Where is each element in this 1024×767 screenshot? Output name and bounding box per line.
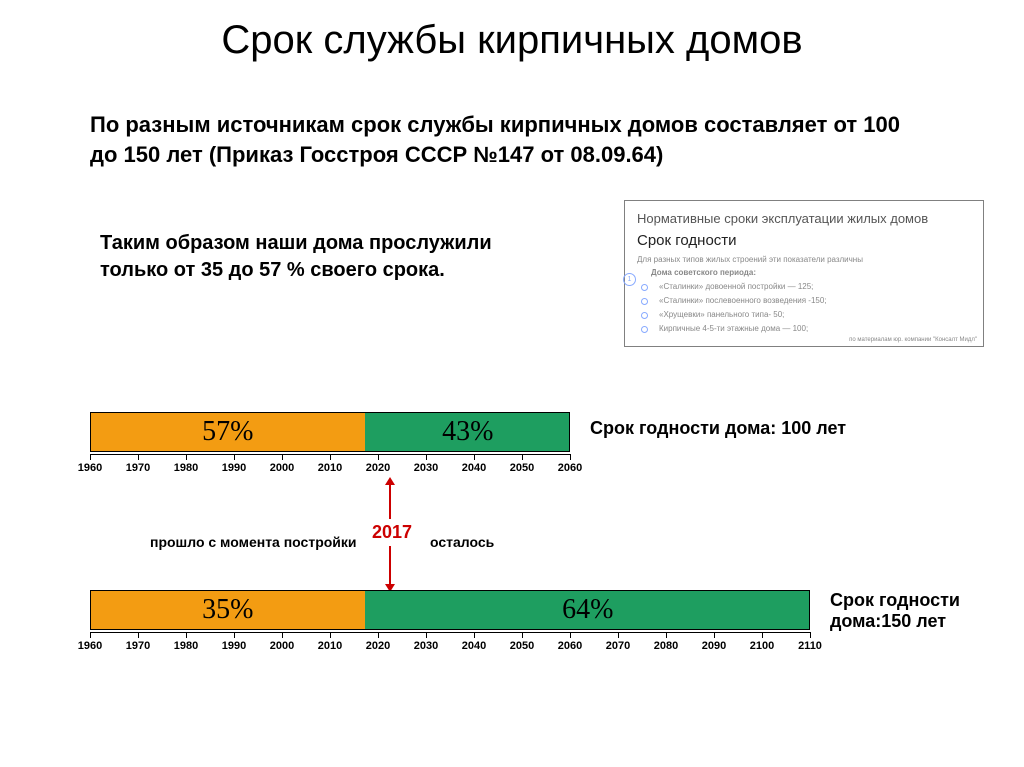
timeline-axis: 1960197019801990200020102020203020402050…	[90, 454, 570, 476]
axis-tick	[282, 632, 283, 638]
axis-tick-label: 2090	[702, 640, 726, 652]
segment-remaining: 64%	[365, 591, 810, 629]
axis-tick	[570, 454, 571, 460]
axis-tick	[138, 632, 139, 638]
axis-tick	[474, 454, 475, 460]
infobox-title: Нормативные сроки эксплуатации жилых дом…	[637, 211, 971, 226]
current-year-label: 2017	[372, 522, 412, 543]
axis-tick	[282, 454, 283, 460]
axis-tick	[426, 632, 427, 638]
timeline2-caption: Срок годности дома:150 лет	[830, 590, 1010, 632]
axis-tick-label: 2010	[318, 462, 342, 474]
axis-tick	[762, 632, 763, 638]
axis-tick-label: 2070	[606, 640, 630, 652]
axis-tick	[234, 632, 235, 638]
axis-tick-label: 2020	[366, 640, 390, 652]
segment-remaining: 43%	[365, 413, 570, 451]
list-number-icon: 1	[623, 273, 636, 286]
axis-tick	[138, 454, 139, 460]
axis-tick	[90, 454, 91, 460]
label-past: прошло с момента постройки	[150, 534, 357, 550]
list-item: Кирпичные 4-5-ти этажные дома — 100;	[651, 324, 971, 333]
axis-tick-label: 2100	[750, 640, 774, 652]
axis-tick-label: 2040	[462, 462, 486, 474]
axis-tick-label: 1970	[126, 640, 150, 652]
arrow-down-icon	[389, 546, 391, 586]
axis-tick	[810, 632, 811, 638]
axis-tick	[378, 632, 379, 638]
axis-tick-label: 1970	[126, 462, 150, 474]
axis-tick	[522, 632, 523, 638]
axis-tick-label: 2040	[462, 640, 486, 652]
axis-tick	[186, 454, 187, 460]
axis-tick	[234, 454, 235, 460]
mid-paragraph: Таким образом наши дома прослужили тольк…	[100, 230, 520, 284]
list-item: «Хрущевки» панельного типа- 50;	[651, 310, 971, 319]
slide: Срок службы кирпичных домов По разным ис…	[0, 0, 1024, 767]
axis-tick-label: 1990	[222, 640, 246, 652]
label-future: осталось	[430, 534, 494, 550]
axis-tick-label: 1980	[174, 462, 198, 474]
infobox-credit: по материалам юр. компании "Консалт Мидл…	[849, 337, 977, 343]
infobox-list: «Сталинки» довоенной постройки — 125; «С…	[651, 282, 971, 333]
axis-tick-label: 1980	[174, 640, 198, 652]
infobox-heading: Срок годности	[637, 232, 971, 249]
axis-tick	[378, 454, 379, 460]
list-item: «Сталинки» довоенной постройки — 125;	[651, 282, 971, 291]
axis-tick-label: 2030	[414, 640, 438, 652]
axis-tick	[618, 632, 619, 638]
axis-tick-label: 2050	[510, 462, 534, 474]
axis-tick-label: 2050	[510, 640, 534, 652]
timeline-axis: 1960197019801990200020102020203020402050…	[90, 632, 810, 654]
axis-tick	[426, 454, 427, 460]
axis-tick-label: 1960	[78, 462, 102, 474]
axis-tick-label: 2060	[558, 462, 582, 474]
axis-tick	[330, 632, 331, 638]
axis-tick-label: 2030	[414, 462, 438, 474]
segment-past: 57%	[91, 413, 365, 451]
axis-tick	[186, 632, 187, 638]
axis-tick-label: 1990	[222, 462, 246, 474]
segment-past: 35%	[91, 591, 365, 629]
infobox-caption: Для разных типов жилых строений эти пока…	[637, 255, 971, 264]
timeline-150-years: 35%64% 196019701980199020002010202020302…	[90, 590, 810, 654]
infobox-section-header: Дома советского периода:	[651, 268, 971, 277]
timeline1-caption: Срок годности дома: 100 лет	[590, 418, 846, 439]
timeline-bar: 35%64%	[90, 590, 810, 630]
axis-tick-label: 1960	[78, 640, 102, 652]
axis-tick	[330, 454, 331, 460]
timeline-bar: 57%43%	[90, 412, 570, 452]
list-item: «Сталинки» послевоенного возведения -150…	[651, 296, 971, 305]
axis-tick-label: 2010	[318, 640, 342, 652]
axis-tick-label: 2060	[558, 640, 582, 652]
axis-tick-label: 2000	[270, 462, 294, 474]
axis-tick	[522, 454, 523, 460]
page-title: Срок службы кирпичных домов	[0, 18, 1024, 63]
axis-tick-label: 2080	[654, 640, 678, 652]
timeline-100-years: 57%43% 196019701980199020002010202020302…	[90, 412, 570, 476]
axis-tick	[714, 632, 715, 638]
axis-tick-label: 2000	[270, 640, 294, 652]
axis-tick	[90, 632, 91, 638]
arrow-up-icon	[389, 483, 391, 519]
axis-tick	[474, 632, 475, 638]
axis-tick	[570, 632, 571, 638]
axis-tick	[666, 632, 667, 638]
axis-tick-label: 2020	[366, 462, 390, 474]
subtitle-text: По разным источникам срок службы кирпичн…	[90, 110, 920, 169]
info-box: 1 Нормативные сроки эксплуатации жилых д…	[624, 200, 984, 347]
axis-tick-label: 2110	[798, 640, 822, 652]
